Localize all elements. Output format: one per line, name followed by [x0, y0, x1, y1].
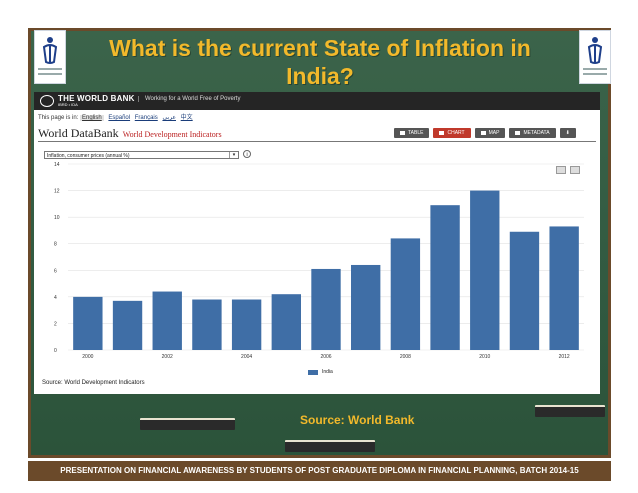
slide-title-line1: What is the current State of Inflation i…	[109, 35, 531, 61]
bar-2012	[549, 226, 579, 350]
metadata-button[interactable]: METADATA	[509, 128, 556, 138]
bar-2002	[152, 291, 182, 350]
databank-title: World DataBank World Development Indicato…	[38, 126, 222, 141]
divider	[38, 141, 596, 142]
worldbank-tagline: Working for a World Free of Poverty	[138, 96, 240, 102]
y-tick-label: 12	[54, 189, 60, 195]
chart-icon	[439, 131, 445, 135]
bar-2004	[231, 299, 262, 350]
bar-2009	[430, 205, 460, 350]
chart-legend: India	[308, 369, 333, 375]
print-icon[interactable]	[556, 166, 566, 174]
bar-2007	[351, 264, 381, 350]
bar-2003	[192, 299, 222, 350]
bar-2006	[311, 268, 341, 350]
bar-2000	[73, 296, 103, 350]
legend-label: India	[322, 369, 333, 375]
info-circle-icon	[515, 131, 521, 135]
lang-arabic[interactable]: عربي	[162, 115, 176, 121]
inflation-bar-chart: 0 2 4 6 8 10 12 14 2000 2002 2004 2006 2008 2010 2012	[54, 162, 584, 360]
bar-2005	[271, 294, 301, 350]
x-tick-label: 2012	[559, 354, 570, 360]
lang-francais[interactable]: Français	[134, 115, 158, 121]
worldbank-sub: IBRD • IDA	[58, 102, 78, 107]
x-tick-label: 2008	[400, 354, 411, 360]
databank-subtitle: World Development Indicators	[122, 130, 222, 139]
chart-source: Source: World Development Indicators	[42, 380, 145, 386]
footer-ledge: PRESENTATION ON FINANCIAL AWARENESS BY S…	[28, 461, 611, 481]
bar-2011	[509, 231, 540, 350]
y-tick-label: 14	[54, 162, 60, 168]
y-tick-label: 4	[54, 295, 57, 301]
y-tick-label: 2	[54, 321, 57, 327]
chart-button-label: CHART	[447, 130, 465, 136]
map-button[interactable]: MAP	[474, 128, 506, 138]
legend-swatch	[308, 369, 318, 375]
download-icon[interactable]	[570, 166, 580, 174]
worldbank-screenshot: THE WORLD BANK IBRD • IDA Working for a …	[34, 92, 600, 394]
y-tick-label: 8	[54, 242, 57, 248]
institute-logo-right	[579, 30, 611, 84]
worldbank-name: THE WORLD BANK	[58, 94, 135, 103]
bar-2008	[390, 238, 421, 350]
eraser-center	[285, 440, 375, 452]
footer-text: PRESENTATION ON FINANCIAL AWARENESS BY S…	[60, 466, 579, 475]
crest-icon	[587, 37, 603, 64]
table-button-label: TABLE	[408, 130, 424, 136]
x-tick-label: 2006	[320, 354, 331, 360]
x-tick-label: 2004	[241, 354, 252, 360]
y-tick-label: 6	[54, 268, 57, 274]
y-tick-label: 0	[54, 348, 57, 354]
crest-icon	[42, 37, 58, 64]
download-button[interactable]: ⬇	[559, 128, 576, 138]
bar-2010	[470, 190, 500, 350]
chart-button[interactable]: CHART	[433, 128, 471, 138]
lang-espanol[interactable]: Español	[108, 115, 131, 121]
map-button-label: MAP	[488, 130, 500, 136]
eraser-left	[140, 418, 235, 430]
bar-2001	[112, 300, 143, 350]
x-tick-label: 2000	[82, 354, 93, 360]
databank-name: World DataBank	[38, 126, 119, 140]
table-icon	[400, 131, 405, 135]
institute-logo-left	[34, 30, 66, 84]
table-button[interactable]: TABLE	[394, 128, 430, 138]
map-icon	[480, 131, 486, 135]
worldbank-header: THE WORLD BANK IBRD • IDA Working for a …	[34, 92, 600, 110]
x-tick-label: 2010	[479, 354, 490, 360]
globe-icon	[40, 95, 54, 107]
view-toolbar: TABLE CHART MAP METADATA ⬇	[394, 128, 576, 138]
y-tick-label: 10	[54, 215, 60, 221]
indicator-select[interactable]: Inflation, consumer prices (annual %) ▾	[44, 151, 239, 159]
lang-english[interactable]: English	[80, 115, 104, 121]
slide-title-line2: India?	[286, 63, 354, 89]
slide-source: Source: World Bank	[300, 413, 415, 427]
language-bar: This page is in: English Español Françai…	[38, 112, 193, 121]
slide-title: What is the current State of Inflation i…	[70, 34, 570, 90]
indicator-value: Inflation, consumer prices (annual %)	[47, 153, 130, 159]
lang-chinese[interactable]: 中文	[180, 115, 193, 121]
metadata-button-label: METADATA	[523, 130, 550, 136]
page-is-in-label: This page is in:	[38, 115, 79, 121]
x-tick-label: 2002	[162, 354, 173, 360]
info-icon[interactable]: i	[243, 150, 251, 158]
download-arrow-icon: ⬇	[565, 130, 570, 136]
chevron-down-icon: ▾	[229, 152, 238, 158]
eraser-right	[535, 405, 605, 417]
